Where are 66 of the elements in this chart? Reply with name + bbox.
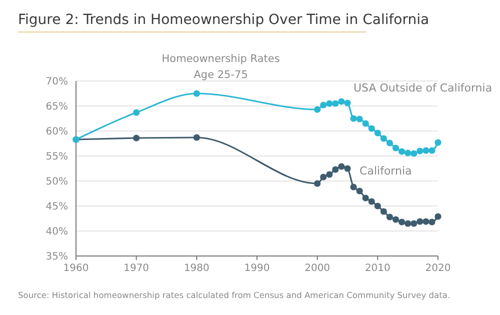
- y-tick-label: 60%: [46, 126, 68, 138]
- point: [392, 216, 400, 223]
- point: [320, 174, 327, 180]
- point: [386, 140, 394, 146]
- point: [368, 125, 375, 132]
- y-tick-label: 35%: [46, 252, 68, 262]
- point: [398, 218, 406, 226]
- point: [380, 208, 387, 215]
- x-tick-label: 2020: [425, 263, 451, 274]
- point: [392, 144, 400, 152]
- series-label: USA Outside of California: [354, 82, 492, 94]
- point: [404, 150, 412, 156]
- point: [350, 184, 357, 190]
- x-tick-label: 2010: [364, 263, 390, 274]
- point: [314, 106, 321, 113]
- point: [410, 150, 418, 157]
- point: [398, 148, 406, 155]
- point: [434, 139, 442, 146]
- point: [416, 218, 424, 225]
- point: [422, 147, 430, 154]
- point: [350, 115, 357, 122]
- point: [428, 147, 436, 154]
- point: [368, 198, 375, 205]
- point: [320, 102, 327, 108]
- point: [332, 100, 339, 107]
- y-tick-label: 40%: [46, 226, 68, 238]
- x-tick-label: 1970: [124, 263, 150, 274]
- point: [362, 120, 369, 127]
- y-tick-label: 65%: [46, 102, 68, 112]
- point: [356, 188, 363, 194]
- y-tick-label: 70%: [46, 76, 68, 88]
- point: [344, 100, 351, 106]
- point: [193, 134, 200, 141]
- point: [133, 134, 140, 142]
- point: [332, 166, 339, 173]
- source-note: Source: Historical homeownership rates calculated from Census and American Community Survey data.: [18, 290, 450, 300]
- point: [338, 98, 345, 105]
- point: [326, 171, 333, 178]
- point: [422, 218, 430, 225]
- point: [133, 109, 140, 116]
- point: [314, 180, 321, 187]
- point: [344, 165, 351, 172]
- series-label: California: [360, 164, 412, 178]
- point: [410, 220, 418, 227]
- point: [428, 218, 436, 226]
- chart-subtitle: Homeownership Rates Age 25-75: [162, 53, 280, 81]
- point: [362, 194, 369, 202]
- point: [356, 116, 363, 122]
- y-tick-label: 55%: [46, 152, 68, 162]
- point: [434, 213, 442, 220]
- point: [374, 130, 381, 136]
- point: [416, 148, 424, 154]
- x-tick-label: 1990: [244, 263, 270, 274]
- point: [404, 220, 412, 227]
- y-tick-label: 50%: [46, 176, 68, 188]
- point: [386, 214, 394, 220]
- point: [374, 202, 381, 210]
- y-tick-label: 45%: [46, 202, 68, 212]
- chart-title: Figure 2: Trends in Homeownership Over Time in California: [18, 12, 430, 28]
- x-tick-label: 2000: [304, 263, 330, 274]
- point: [193, 90, 200, 97]
- x-tick-label: 1980: [184, 263, 210, 274]
- point: [338, 163, 345, 170]
- x-tick-label: 1960: [63, 263, 89, 274]
- point: [326, 100, 333, 107]
- point: [380, 135, 387, 142]
